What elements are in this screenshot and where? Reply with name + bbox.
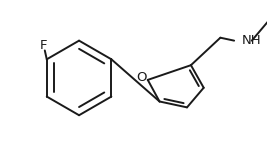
Text: F: F xyxy=(40,39,48,52)
Text: O: O xyxy=(137,71,147,84)
Text: NH: NH xyxy=(242,34,262,47)
